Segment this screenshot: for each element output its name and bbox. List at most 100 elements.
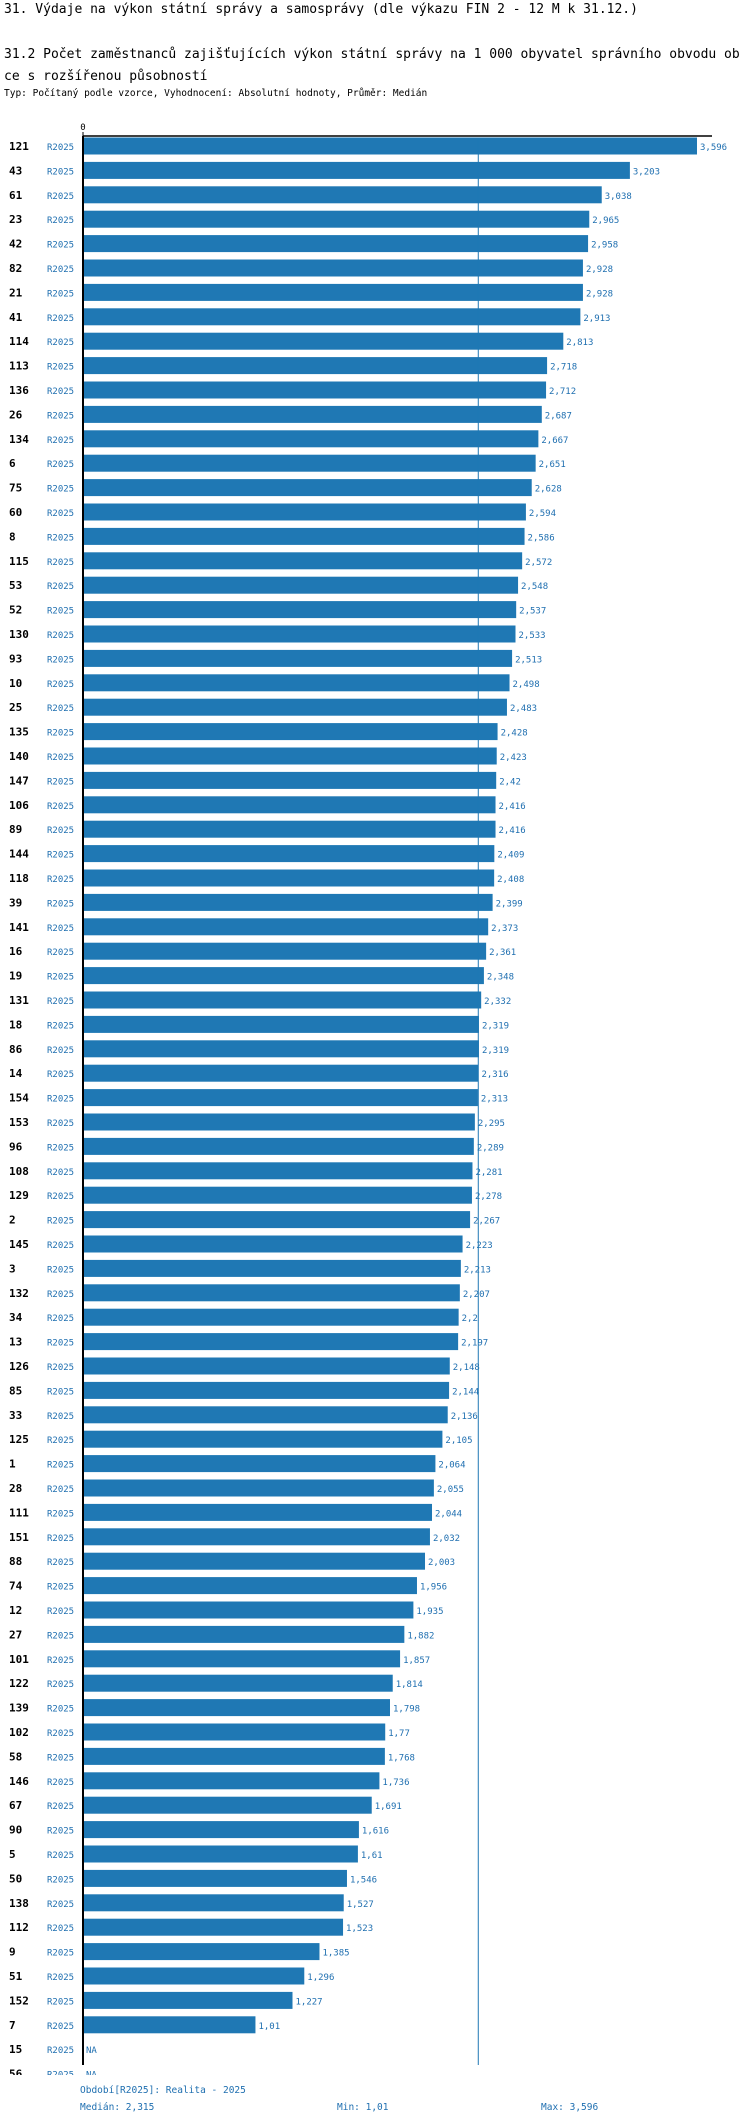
row-series-label: R2025 xyxy=(47,338,74,348)
bar xyxy=(83,283,583,301)
bar xyxy=(83,1869,347,1887)
page-title: 31. Výdaje na výkon státní správy a samo… xyxy=(4,2,638,17)
row-id-label: 56 xyxy=(9,2068,23,2075)
bar xyxy=(83,747,497,765)
bar xyxy=(83,161,630,179)
row-series-label: R2025 xyxy=(47,899,74,909)
row-id-label: 15 xyxy=(9,2043,22,2056)
row-series-label: R2025 xyxy=(47,1387,74,1397)
row-series-label: R2025 xyxy=(47,216,74,226)
row-series-label: R2025 xyxy=(47,314,74,324)
row-id-label: 140 xyxy=(9,750,29,763)
bar xyxy=(83,1430,443,1448)
bar-value-label: NA xyxy=(86,2046,97,2056)
bar xyxy=(83,1308,459,1326)
row-series-label: R2025 xyxy=(47,1851,74,1861)
row-series-label: R2025 xyxy=(47,1924,74,1934)
row-id-label: 75 xyxy=(9,482,22,495)
row-series-label: R2025 xyxy=(47,607,74,617)
bar-value-label: 2,319 xyxy=(482,1046,509,1056)
row-series-label: R2025 xyxy=(47,1729,74,1739)
bar xyxy=(83,2016,256,2034)
bar-value-label: 1,768 xyxy=(388,1753,415,1763)
bar-value-label: 2,965 xyxy=(592,216,619,226)
bar-value-label: 2,348 xyxy=(487,973,514,983)
row-id-label: 89 xyxy=(9,823,22,836)
row-series-label: R2025 xyxy=(47,826,74,836)
row-series-label: R2025 xyxy=(47,509,74,519)
bar-value-label: 2,281 xyxy=(475,1168,502,1178)
row-series-label: R2025 xyxy=(47,241,74,251)
bar xyxy=(83,1455,436,1473)
bar-value-label: 1,857 xyxy=(403,1656,430,1666)
bar xyxy=(83,503,526,521)
bar xyxy=(83,1137,474,1155)
row-id-label: 131 xyxy=(9,994,29,1007)
bar-value-label: 2,712 xyxy=(549,387,576,397)
row-series-label: R2025 xyxy=(47,1363,74,1373)
bar-value-label: 2,399 xyxy=(496,899,523,909)
bar xyxy=(83,1357,450,1375)
bar xyxy=(83,918,489,936)
row-id-label: 145 xyxy=(9,1238,29,1251)
bar-value-label: 2,548 xyxy=(521,582,548,592)
row-id-label: 122 xyxy=(9,1677,29,1690)
bar xyxy=(83,1284,460,1302)
bar xyxy=(83,430,539,448)
bar xyxy=(83,381,547,399)
row-series-label: R2025 xyxy=(47,1778,74,1788)
bar xyxy=(83,405,542,423)
row-id-label: 115 xyxy=(9,555,29,568)
bar-value-label: 2,537 xyxy=(519,607,546,617)
row-id-label: 43 xyxy=(9,164,22,177)
bar xyxy=(83,845,495,863)
row-series-label: R2025 xyxy=(47,1802,74,1812)
row-id-label: 82 xyxy=(9,262,22,275)
bar xyxy=(83,1894,344,1912)
bar-value-label: 2,572 xyxy=(525,558,552,568)
bar-value-label: 1,546 xyxy=(350,1875,377,1885)
row-series-label: R2025 xyxy=(47,1290,74,1300)
row-id-label: 23 xyxy=(9,213,22,226)
row-id-label: 108 xyxy=(9,1165,29,1178)
row-id-label: 134 xyxy=(9,433,29,446)
bar xyxy=(83,1064,479,1082)
bar xyxy=(83,1381,450,1399)
row-series-label: R2025 xyxy=(47,1461,74,1471)
bar-value-label: 2,628 xyxy=(535,485,562,495)
bar-value-label: 2,428 xyxy=(501,729,528,739)
row-id-label: 125 xyxy=(9,1433,29,1446)
bar xyxy=(83,552,523,570)
bar xyxy=(83,942,487,960)
bar xyxy=(83,1747,385,1765)
bar xyxy=(83,820,496,838)
bar xyxy=(83,1796,372,1814)
bar-value-label: 1,527 xyxy=(347,1900,374,1910)
bar xyxy=(83,991,482,1009)
bar-value-label: 2,003 xyxy=(428,1558,455,1568)
bar xyxy=(83,357,548,375)
row-id-label: 41 xyxy=(9,311,23,324)
row-series-label: R2025 xyxy=(47,582,74,592)
row-id-label: 18 xyxy=(9,1018,22,1031)
chart-type-line: Typ: Počítaný podle vzorce, Vyhodnocení:… xyxy=(4,88,428,99)
bar-value-label: NA xyxy=(86,2071,97,2075)
row-id-label: 153 xyxy=(9,1116,29,1129)
row-series-label: R2025 xyxy=(47,2022,74,2032)
bar xyxy=(83,1991,293,2009)
row-series-label: R2025 xyxy=(47,1875,74,1885)
row-id-label: 130 xyxy=(9,628,29,641)
row-series-label: R2025 xyxy=(47,143,74,153)
bar-value-label: 3,038 xyxy=(605,192,632,202)
bar xyxy=(83,308,581,326)
bar-value-label: 1,882 xyxy=(407,1631,434,1641)
row-series-label: R2025 xyxy=(47,387,74,397)
bar-value-label: 2,148 xyxy=(453,1363,480,1373)
row-id-label: 102 xyxy=(9,1726,29,1739)
row-id-label: 14 xyxy=(9,1067,23,1080)
bar-value-label: 2,928 xyxy=(586,289,613,299)
bar-value-label: 2,409 xyxy=(497,851,524,861)
bar xyxy=(83,259,583,277)
row-series-label: R2025 xyxy=(47,1656,74,1666)
bar-value-label: 3,203 xyxy=(633,167,660,177)
